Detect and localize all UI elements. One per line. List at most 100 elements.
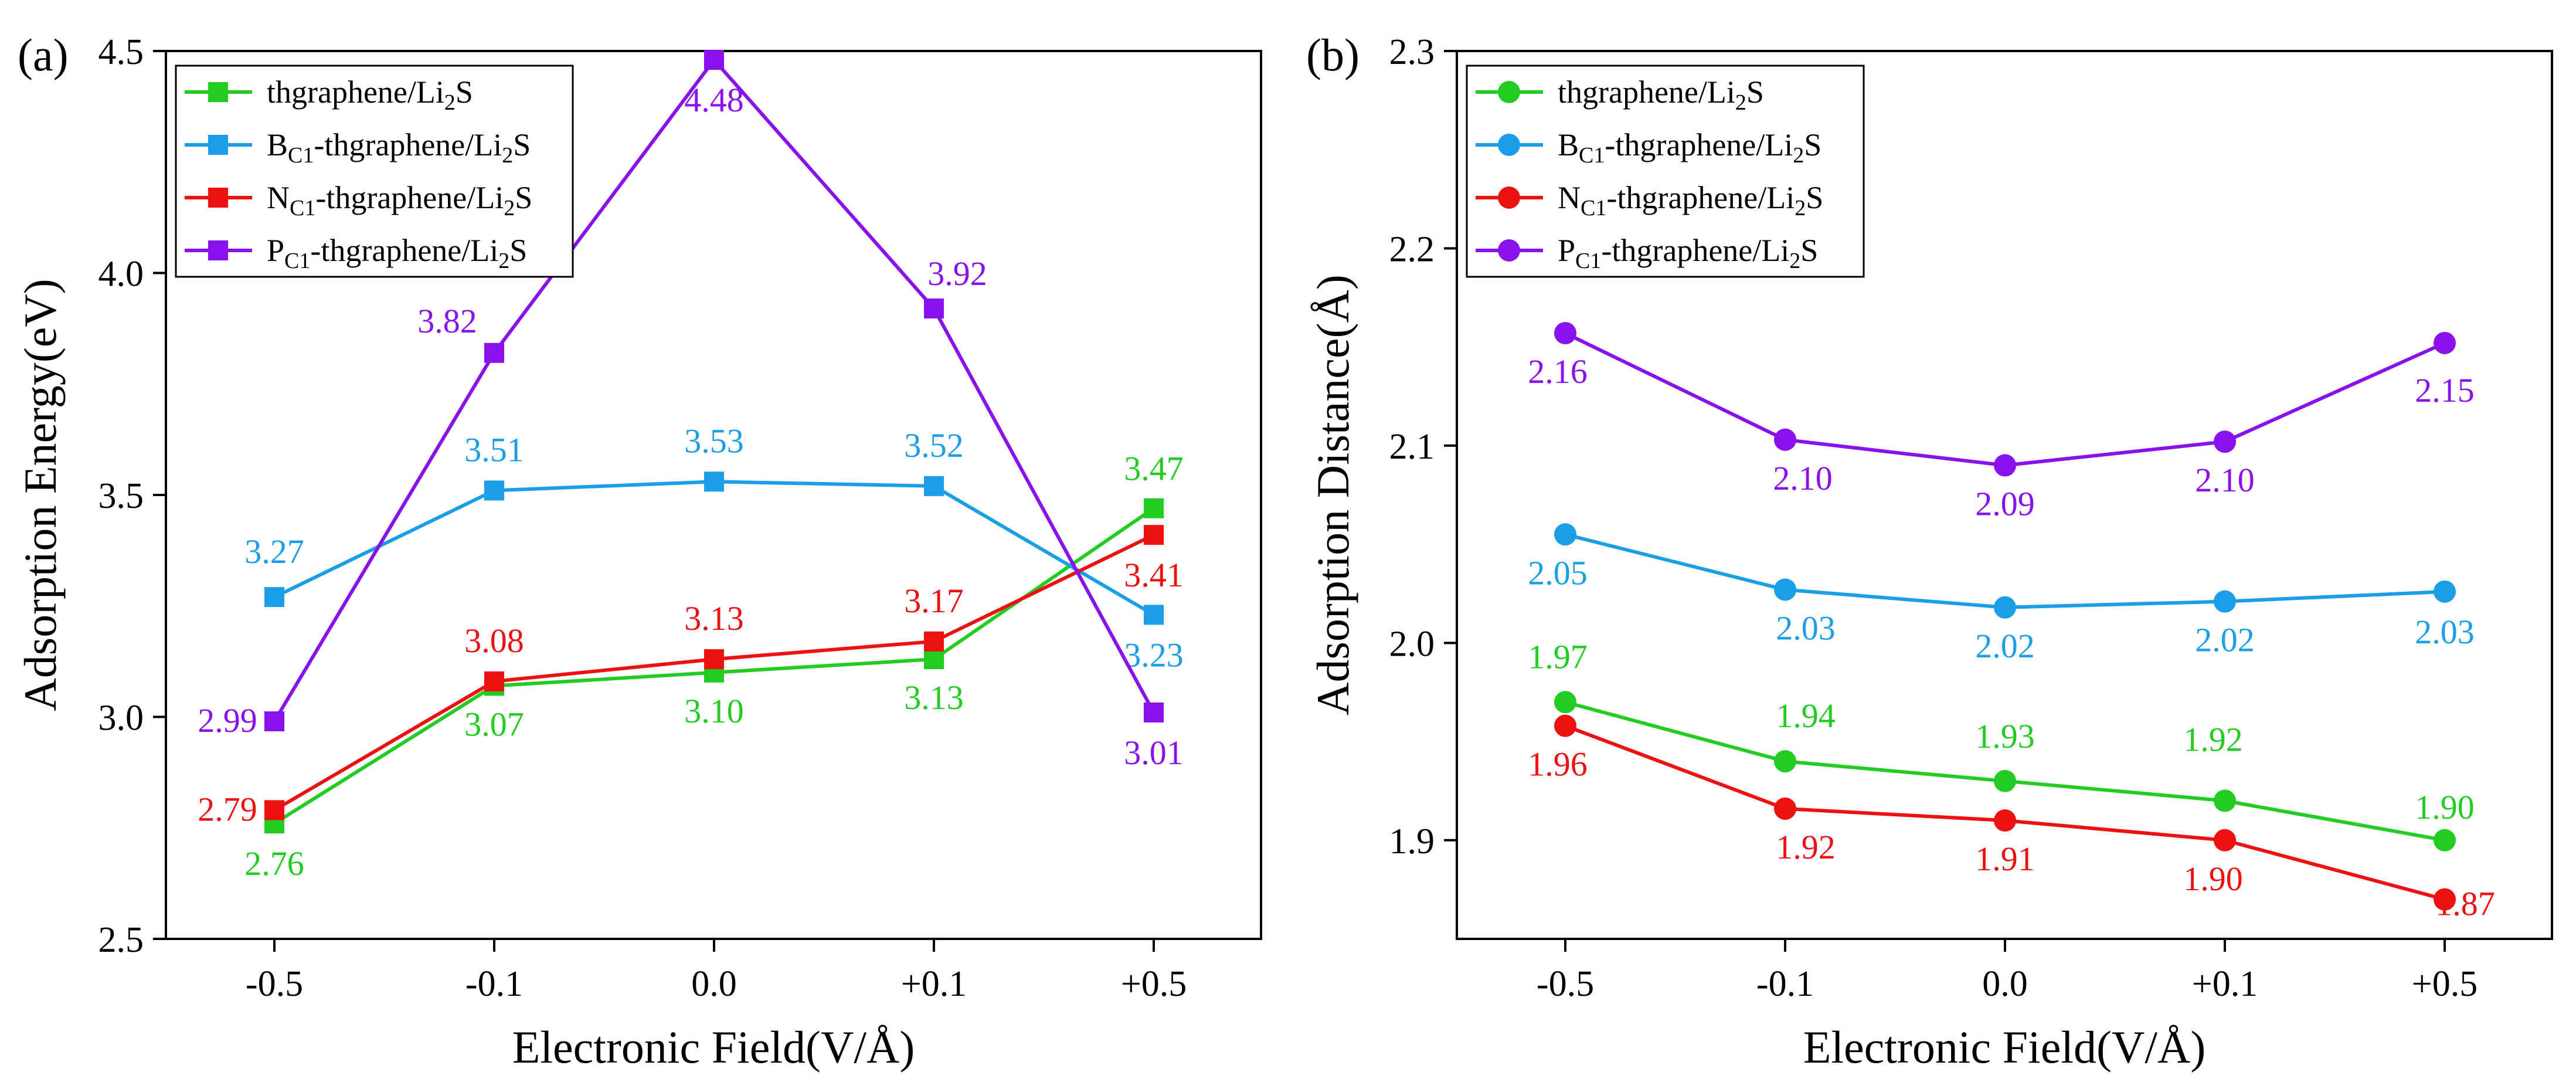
- legend-subscript: C1: [1581, 196, 1606, 220]
- data-label: 1.92: [1776, 828, 1836, 866]
- panel-label: (a): [18, 29, 69, 80]
- series-1: 3.27 3.51 3.53 3.52 3.23: [244, 422, 1184, 674]
- legend-marker: [208, 188, 228, 208]
- legend-label: NC1-thgraphene/Li2S: [267, 180, 532, 220]
- y-tick-label: 2.0: [1389, 624, 1435, 664]
- data-point: [924, 476, 944, 496]
- data-label: 1.91: [1975, 840, 2035, 878]
- legend-marker: [208, 135, 228, 155]
- data-point: [484, 671, 504, 691]
- data-label: 3.13: [904, 678, 964, 717]
- data-label: 1.92: [2183, 720, 2243, 758]
- y-tick-label: 4.5: [98, 32, 144, 72]
- data-point: [1144, 702, 1164, 722]
- legend: thgraphene/Li 2 S BC1-thgraphene/Li2S NC1-th…: [175, 65, 574, 278]
- series-2: 1.96 1.92 1.91 1.90 1.87: [1528, 714, 2495, 923]
- legend-body: thgraphene/Li: [1558, 74, 1735, 110]
- data-point: [1554, 691, 1576, 714]
- data-label: 3.53: [684, 422, 744, 460]
- legend-body: thgraphene/Li: [267, 74, 444, 110]
- data-point: [1994, 769, 2016, 792]
- data-label: 3.23: [1124, 636, 1184, 674]
- data-point: [264, 587, 284, 608]
- legend-marker: [1498, 134, 1520, 156]
- x-tick-label: -0.5: [246, 964, 303, 1004]
- legend-marker: [208, 82, 228, 102]
- x-tick-label: +0.1: [2192, 964, 2258, 1004]
- legend-subscript: 2: [498, 249, 509, 273]
- data-label: 2.76: [244, 844, 304, 883]
- legend-marker: [208, 240, 228, 260]
- data-label: 3.08: [464, 622, 524, 660]
- legend-subscript: C1: [1579, 143, 1605, 168]
- legend-label: BC1-thgraphene/Li2S: [267, 127, 531, 168]
- data-label: 1.97: [1528, 637, 1588, 676]
- legend-marker: [1498, 81, 1520, 103]
- data-label: 1.93: [1975, 717, 2035, 755]
- legend-body: -thgraphene/Li: [1605, 127, 1793, 162]
- data-point: [924, 298, 944, 319]
- legend-prefix: N: [267, 180, 290, 215]
- legend-tail: S: [456, 74, 473, 110]
- y-tick-label: 1.9: [1389, 822, 1435, 861]
- series-1: 2.05 2.03 2.02 2.02 2.03: [1528, 523, 2475, 665]
- x-tick-label: -0.1: [465, 964, 523, 1004]
- y-tick-label: 2.2: [1389, 229, 1435, 269]
- data-label: 3.07: [464, 705, 524, 744]
- x-tick-label: +0.1: [901, 964, 967, 1004]
- data-label: 3.47: [1124, 450, 1184, 488]
- data-label: 3.92: [927, 255, 987, 293]
- x-tick-label: +0.5: [2412, 964, 2478, 1004]
- data-point: [484, 342, 504, 363]
- data-label: 3.51: [464, 430, 524, 469]
- data-point: [704, 471, 724, 492]
- x-tick-label: 0.0: [1982, 964, 2028, 1004]
- series-3: 2.99 3.82 4.48 3.92 3.01: [198, 50, 1184, 772]
- data-label: 3.82: [417, 302, 477, 340]
- legend-subscript: C1: [290, 196, 315, 220]
- x-tick-label: -0.1: [1756, 964, 1814, 1004]
- y-tick-label: 2.3: [1389, 32, 1435, 72]
- legend-tail: S: [1800, 233, 1818, 268]
- data-label: 3.10: [684, 692, 744, 730]
- data-point: [2214, 430, 2236, 453]
- x-tick-label: 0.0: [691, 964, 737, 1004]
- legend-tail: S: [1746, 74, 1764, 110]
- legend-label: NC1-thgraphene/Li2S: [1558, 180, 1823, 220]
- data-point: [1774, 797, 1796, 820]
- data-label: 2.09: [1975, 485, 2035, 523]
- legend-body: -thgraphene/Li: [1601, 233, 1789, 268]
- legend-subscript: 2: [1795, 196, 1806, 220]
- data-label: 2.02: [1975, 627, 2035, 665]
- y-tick-label: 3.0: [98, 698, 144, 738]
- data-label: 1.90: [2415, 788, 2475, 826]
- legend-marker: [1498, 186, 1520, 209]
- legend-subscript: C1: [1575, 249, 1601, 273]
- data-label: 3.13: [684, 599, 744, 637]
- data-point: [924, 631, 944, 652]
- data-point: [1774, 578, 1796, 601]
- data-label: 2.03: [1776, 609, 1836, 647]
- legend-marker: [1498, 239, 1520, 262]
- data-label: 2.10: [2195, 461, 2255, 499]
- legend-body: -thgraphene/Li: [1606, 180, 1795, 215]
- legend-prefix: P: [1558, 233, 1575, 268]
- legend-tail: S: [1806, 180, 1823, 215]
- data-label: 2.10: [1773, 459, 1833, 497]
- data-label: 3.41: [1124, 556, 1184, 594]
- x-axis-title: Electronic Field(V/Å): [512, 1022, 915, 1073]
- data-point: [1774, 428, 1796, 451]
- legend-label: BC1-thgraphene/Li2S: [1558, 127, 1821, 168]
- x-tick-label: -0.5: [1537, 964, 1594, 1004]
- data-label: 3.17: [904, 582, 964, 620]
- data-point: [924, 649, 944, 670]
- data-point: [2434, 829, 2456, 851]
- series-line: [1564, 331, 2446, 467]
- series-0: 1.97 1.94 1.93 1.92 1.90: [1528, 637, 2475, 851]
- data-point: [2214, 789, 2236, 812]
- legend-prefix: B: [267, 127, 288, 162]
- data-label: 2.79: [198, 790, 257, 828]
- data-point: [2434, 888, 2456, 911]
- legend-label: thgraphene/Li2S: [1558, 74, 1764, 115]
